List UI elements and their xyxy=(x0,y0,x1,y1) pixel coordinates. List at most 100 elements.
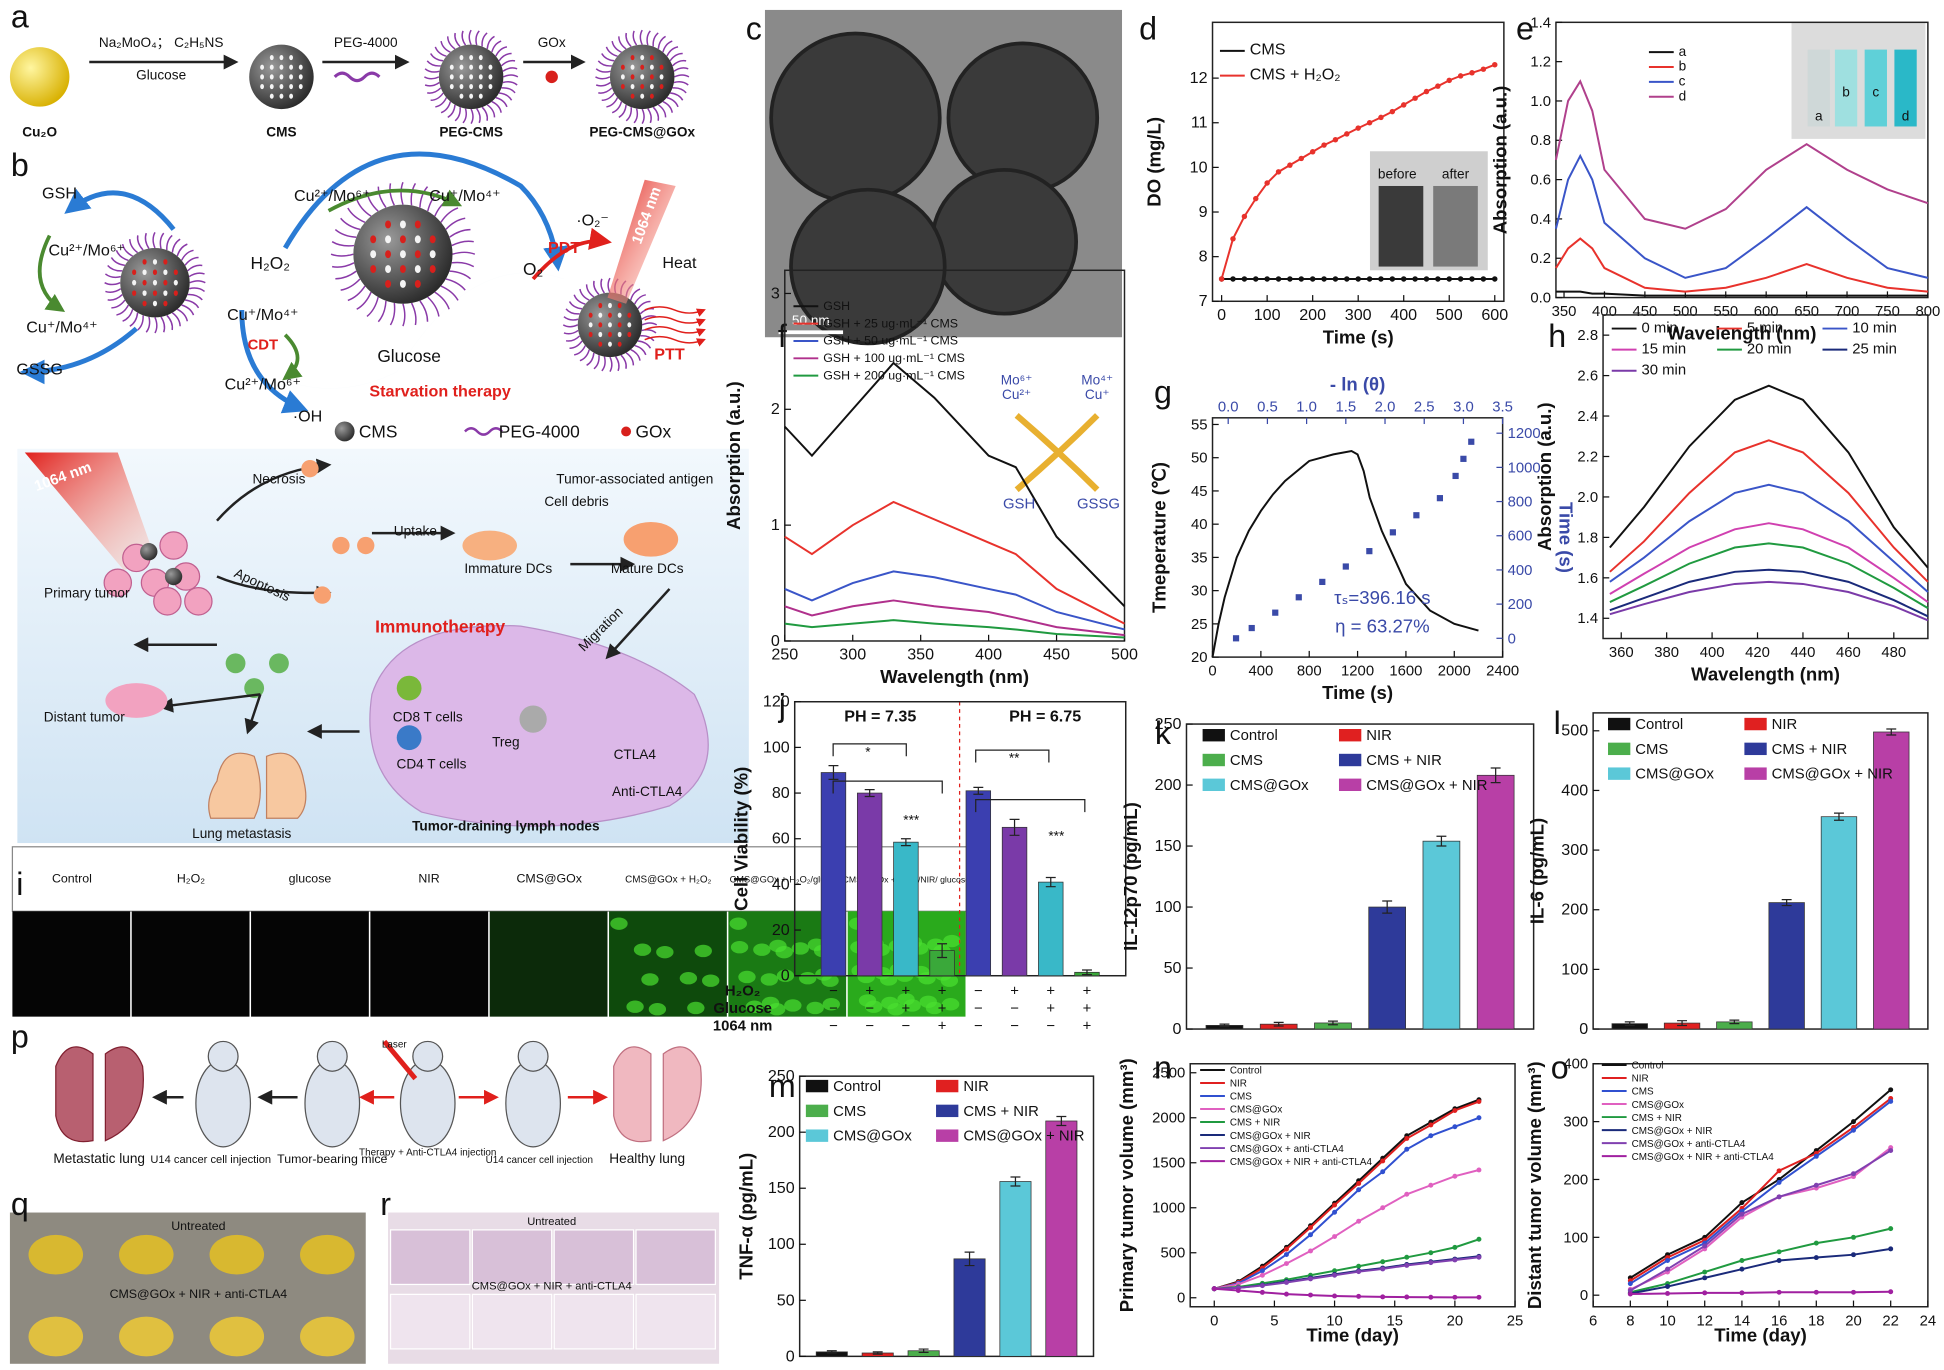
error-bar xyxy=(1045,876,1056,888)
y-tick-label: 0.6 xyxy=(1530,173,1551,189)
peg-chain xyxy=(671,59,687,67)
error-bar xyxy=(1490,767,1501,784)
cell-spot xyxy=(799,972,817,985)
pore xyxy=(608,322,612,328)
peg-chain xyxy=(129,312,139,327)
y-tick-label: 100 xyxy=(1155,898,1182,916)
legend-label: CMS@GOx xyxy=(1230,778,1309,794)
peg-chain xyxy=(445,278,466,291)
y-tick-label: 2.0 xyxy=(1577,490,1598,506)
tem-particle xyxy=(769,31,942,204)
peg-chain xyxy=(449,270,471,280)
arrow xyxy=(644,316,706,327)
legend-label: 0 min xyxy=(1641,320,1677,336)
pore xyxy=(173,290,178,296)
cell-spot xyxy=(919,995,937,1008)
peg-chain xyxy=(440,40,451,53)
arrow xyxy=(531,227,612,281)
pore xyxy=(640,93,645,99)
y-axis-label: IL-6 (pg/mL) xyxy=(1527,818,1548,924)
legend-swatch xyxy=(1338,778,1362,792)
peg-chain xyxy=(137,315,144,331)
legend-swatch xyxy=(805,1104,829,1118)
scheme-b-text: GSSG xyxy=(16,360,63,378)
legend-label: CMS@GOx + NIR xyxy=(1366,778,1487,794)
y-tick-label: 300 xyxy=(1563,1115,1588,1131)
y-tick-label: 10 xyxy=(1190,158,1208,176)
data-line xyxy=(1214,1238,1480,1290)
x-tick-label: 400 xyxy=(975,646,1002,664)
legend-label: Control xyxy=(1230,728,1278,744)
peg-chain xyxy=(419,186,429,208)
bar xyxy=(1045,1120,1078,1357)
panel-letter: j xyxy=(778,688,786,724)
pore xyxy=(163,279,168,286)
pore xyxy=(152,290,158,296)
peg-chain xyxy=(377,300,387,323)
plot-frame xyxy=(1602,314,1929,640)
pore xyxy=(598,302,603,309)
annotation: Cu⁺ xyxy=(1085,387,1110,402)
peg-chain xyxy=(495,96,508,108)
cell-spot xyxy=(897,993,915,1006)
error-bar xyxy=(1781,898,1792,907)
data-line xyxy=(1630,1290,1891,1295)
pore xyxy=(163,290,168,296)
pore xyxy=(469,54,474,61)
arrow xyxy=(644,335,706,347)
legend-label: CMS@GOx xyxy=(1632,1100,1684,1111)
pore xyxy=(608,302,612,309)
antigen xyxy=(301,459,319,478)
immunotherapy-text: Primary tumor xyxy=(44,586,130,601)
pore xyxy=(260,83,265,90)
peg-chain xyxy=(601,53,615,62)
annotation: GSSG xyxy=(1077,496,1120,512)
pore xyxy=(459,54,464,61)
bar xyxy=(1768,902,1805,1030)
lung xyxy=(55,1046,144,1143)
peg-chain xyxy=(122,309,134,322)
y-tick-label: 1500 xyxy=(1152,1156,1185,1172)
peg-chain xyxy=(451,261,475,268)
peg-chain xyxy=(501,87,516,94)
y-tick-label: 0 xyxy=(1177,1291,1185,1307)
peg-chain xyxy=(673,81,689,86)
pore xyxy=(620,64,625,70)
condition-sign: − xyxy=(1010,1018,1019,1034)
pore xyxy=(399,265,406,274)
peg-chain xyxy=(633,294,646,305)
pore xyxy=(142,269,147,276)
peg-chain xyxy=(152,231,156,249)
y-tick-label: 200 xyxy=(1561,901,1588,919)
mouse-head xyxy=(207,1040,239,1072)
significance-bracket xyxy=(832,743,907,757)
legend-icon xyxy=(464,427,503,436)
bar xyxy=(856,792,883,977)
peg-chain xyxy=(486,104,496,118)
peg-chain xyxy=(573,294,586,305)
arrow xyxy=(644,325,706,337)
data-line xyxy=(1629,1089,1892,1279)
peg-chain xyxy=(629,288,641,301)
peg-chain xyxy=(410,182,417,206)
pore xyxy=(370,265,377,274)
panel-p-text: Healthy lung xyxy=(609,1151,685,1166)
peg-chain xyxy=(625,352,635,366)
peg-chain xyxy=(670,92,684,101)
error-bar xyxy=(1273,1021,1284,1027)
peg-chain xyxy=(424,81,440,87)
condition-sign: + xyxy=(902,984,911,1000)
y-tick-label: 50 xyxy=(1191,451,1208,467)
panel-i-text: CMS@GOx xyxy=(516,872,582,886)
vial xyxy=(1433,185,1478,267)
scheme-b-text: Cu²⁺/Mo⁶⁺ xyxy=(294,187,370,205)
immunotherapy-text: Cell debris xyxy=(544,494,609,509)
significance-bracket xyxy=(975,749,1050,763)
data-line xyxy=(1629,1146,1892,1291)
data-line xyxy=(1214,1256,1480,1290)
peg-chain xyxy=(607,277,611,293)
data-point xyxy=(1295,594,1302,601)
y-tick-label: 0 xyxy=(786,1347,795,1365)
x-tick-label: 0 xyxy=(1210,1313,1218,1329)
legend-label: b xyxy=(1679,59,1687,74)
